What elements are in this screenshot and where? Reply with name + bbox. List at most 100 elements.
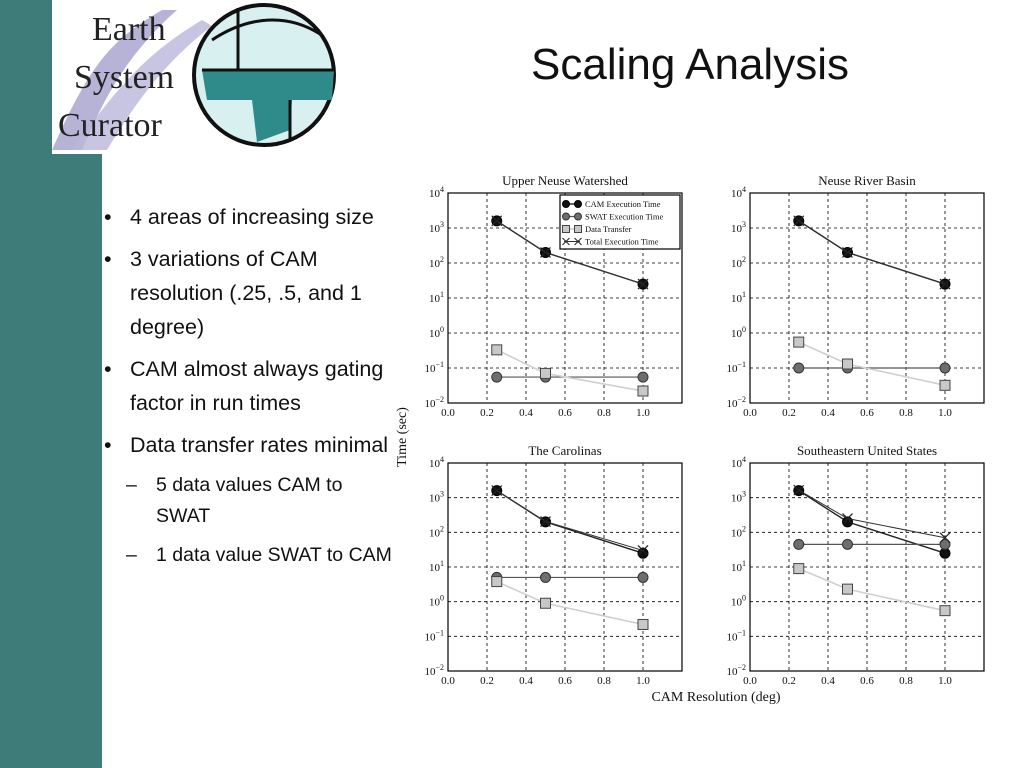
x-tick-label: 1.0 (938, 407, 952, 419)
y-tick-label: 100 (429, 594, 444, 609)
chart-title: Neuse River Basin (818, 173, 916, 188)
data-point (637, 545, 649, 556)
y-tick-label: 103 (731, 220, 746, 235)
logo-text-system: System (74, 59, 174, 96)
earth-system-curator-logo: Earth System Curator (52, 0, 342, 154)
legend-swatch-marker (562, 225, 570, 233)
data-point (637, 547, 649, 559)
x-tick-label: 0.4 (821, 407, 835, 419)
data-point (540, 247, 551, 258)
chart-title: Southeastern United States (797, 443, 937, 458)
logo-graphic: Earth System Curator (52, 3, 336, 150)
chart-title: Upper Neuse Watershed (502, 173, 628, 188)
x-tick-label: 0.6 (558, 675, 572, 687)
data-point (939, 538, 951, 550)
sub-bullet-item: –1 data value SWAT to CAM (104, 540, 394, 571)
data-point (637, 278, 649, 290)
data-point (939, 278, 951, 290)
y-tick-label: 10−1 (726, 360, 746, 375)
data-point (491, 371, 503, 383)
y-tick-label: 104 (429, 185, 444, 200)
x-tick-label: 0.6 (860, 407, 874, 419)
data-point (793, 215, 805, 227)
data-point (842, 513, 853, 524)
bullet-item: • 4 areas of increasing size (104, 200, 394, 234)
x-tick-label: 0.2 (782, 675, 796, 687)
dash-icon: – (126, 474, 137, 496)
x-tick-label: 1.0 (636, 407, 650, 419)
bullet-list: • 4 areas of increasing size • 3 variation… (104, 200, 394, 579)
globe-water (202, 70, 334, 142)
x-tick-label: 0.4 (519, 407, 533, 419)
data-point (793, 484, 805, 496)
legend-label: CAM Execution Time (585, 199, 661, 209)
bullet-item: • 3 variations of CAM resolution (.25, .5… (104, 242, 394, 344)
bullet-text: 4 areas of increasing size (130, 205, 374, 229)
bullet-icon: • (104, 205, 112, 229)
dash-icon: – (126, 544, 137, 566)
data-point (540, 571, 551, 583)
bullet-icon: • (104, 433, 112, 457)
y-tick-label: 104 (731, 185, 746, 200)
sub-bullet-text: 5 data values CAM to SWAT (156, 474, 343, 527)
data-point (793, 538, 805, 550)
chart-panel: 0.0 0.2 0.4 0.6 0.8 1.0 104 103 102 101 100 10−1 10−… (726, 443, 985, 687)
x-tick-label: 0.0 (441, 675, 455, 687)
y-axis-label: Time (sec) (395, 407, 410, 467)
y-tick-label: 104 (731, 455, 746, 470)
bullet-item: • Data transfer rates minimal (104, 428, 394, 462)
y-tick-label: 10−2 (726, 395, 746, 410)
legend-label: Data Transfer (585, 224, 632, 234)
x-tick-label: 0.2 (782, 407, 796, 419)
x-tick-label: 0.6 (558, 407, 572, 419)
y-tick-label: 103 (429, 220, 444, 235)
y-tick-label: 102 (731, 524, 746, 539)
sub-bullet-text: 1 data value SWAT to CAM (156, 544, 392, 566)
logo-text-earth: Earth (92, 11, 166, 48)
data-point (842, 247, 853, 258)
y-tick-label: 102 (429, 524, 444, 539)
data-point (491, 344, 503, 356)
y-tick-label: 102 (429, 255, 444, 270)
x-tick-label: 0.8 (597, 675, 611, 687)
data-point (842, 538, 853, 550)
data-point (793, 563, 805, 575)
slide-title: Scaling Analysis (531, 40, 849, 89)
data-point (540, 597, 551, 609)
chart-panel: 0.0 0.2 0.4 0.6 0.8 1.0 104 103 102 101 100 10−1 10−… (424, 173, 683, 419)
bullet-text: CAM almost always gating factor in run t… (130, 357, 384, 415)
y-tick-label: 10−1 (424, 360, 444, 375)
legend-swatch-marker (574, 200, 582, 208)
data-point (793, 336, 805, 348)
x-tick-label: 0.0 (743, 407, 757, 419)
logo-swoosh (72, 20, 212, 150)
x-tick-label: 0.4 (821, 675, 835, 687)
data-point (637, 385, 649, 397)
data-point (540, 516, 551, 527)
y-tick-label: 100 (731, 594, 746, 609)
y-tick-label: 100 (429, 325, 444, 340)
data-point (939, 362, 951, 374)
bullet-item: • CAM almost always gating factor in run … (104, 352, 394, 420)
chart-title: The Carolinas (528, 443, 601, 458)
x-tick-label: 0.0 (441, 407, 455, 419)
data-point (491, 576, 503, 588)
scaling-charts-svg: 0.0 0.2 0.4 0.6 0.8 1.0 104 103 102 101 100 10−1 10−… (395, 173, 985, 705)
y-tick-label: 10−2 (424, 663, 444, 678)
x-tick-label: 0.4 (519, 675, 533, 687)
data-point (793, 362, 805, 374)
legend-swatch-marker (574, 212, 582, 221)
y-tick-label: 103 (731, 490, 746, 505)
y-tick-label: 101 (429, 290, 444, 305)
legend-label: Total Execution Time (585, 237, 659, 247)
x-tick-label: 0.0 (743, 675, 757, 687)
y-tick-label: 102 (731, 255, 746, 270)
x-tick-label: 0.2 (480, 675, 494, 687)
bullet-icon: • (104, 247, 112, 271)
y-tick-label: 101 (731, 559, 746, 574)
legend-swatch-marker (562, 237, 570, 246)
chart-panel: 0.0 0.2 0.4 0.6 0.8 1.0 104 103 102 101 100 10−1 10−… (726, 173, 985, 419)
y-tick-label: 10−1 (726, 628, 746, 643)
x-axis-label: CAM Resolution (deg) (651, 690, 780, 705)
x-tick-label: 0.8 (899, 675, 913, 687)
